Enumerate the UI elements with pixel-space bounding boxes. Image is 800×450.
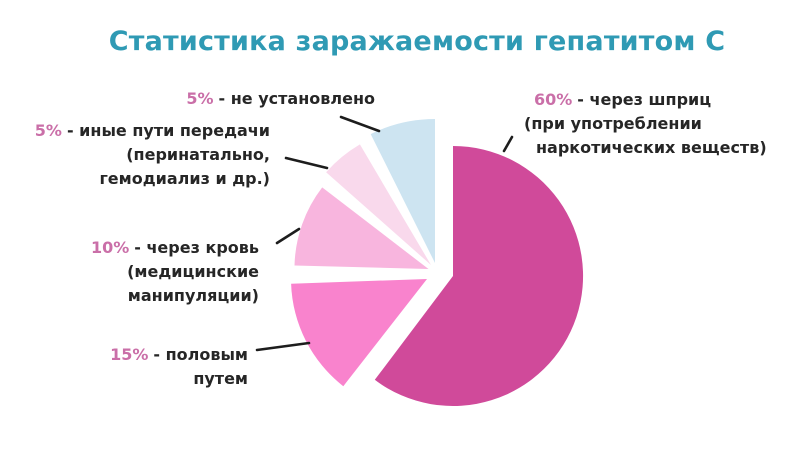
chart-title: Статистика заражаемости гепатитом С (108, 26, 726, 57)
callout-line-text: 5% - иные пути передачи (35, 119, 270, 143)
callout-label: - иные пути передачи (66, 121, 270, 140)
callout-line-sexual (255, 341, 311, 352)
callout-line-unknown (339, 115, 381, 133)
callout-line-text: наркотических веществ) (536, 138, 767, 157)
pie-slice-syringe (374, 145, 584, 406)
callout-percent: 5% (186, 89, 214, 108)
callout-label: - через кровь (134, 238, 259, 257)
callout-line-text: 10% - через кровь (91, 236, 259, 260)
callout-line-blood (275, 227, 301, 245)
pie-slice-other (326, 144, 431, 265)
callout-sexual: 15% - половым путем (110, 343, 248, 391)
pie-slice-blood (294, 187, 429, 269)
callout-line-text: манипуляции) (127, 286, 259, 305)
callout-other-routes: 5% - иные пути передачи (перинатально, ге… (35, 119, 270, 191)
callout-percent: 15% (110, 345, 149, 364)
callout-line-text: 60% - через шприц (534, 88, 767, 112)
callout-line-text: (медицинские (127, 262, 259, 281)
callout-line-syringe (502, 135, 514, 153)
callout-unknown: 5% - не установлено (186, 87, 375, 111)
pie-slice-sexual (291, 279, 427, 387)
pie-slice-unknown (370, 118, 435, 263)
callout-syringe: 60% - через шприц (при употреблении нарко… (524, 88, 767, 160)
callout-label: - не установлено (218, 89, 375, 108)
callout-percent: 60% (534, 90, 573, 109)
callout-label: - через шприц (577, 90, 712, 109)
callout-line-text: (перинатально, (126, 145, 270, 164)
callout-percent: 10% (90, 238, 130, 257)
callout-label: - половым (153, 345, 248, 364)
callout-line-text: путем (193, 369, 248, 388)
callout-line-text: гемодиализ и др.) (99, 169, 270, 188)
callout-percent: 5% (34, 121, 62, 140)
callout-line-text: (при употреблении (524, 114, 702, 133)
callout-blood: 10% - через кровь (медицинские манипуляци… (91, 236, 259, 308)
callout-line-text: 15% - половым (110, 343, 248, 367)
callout-line-other (284, 156, 329, 170)
callout-line-text: 5% - не установлено (186, 87, 375, 111)
